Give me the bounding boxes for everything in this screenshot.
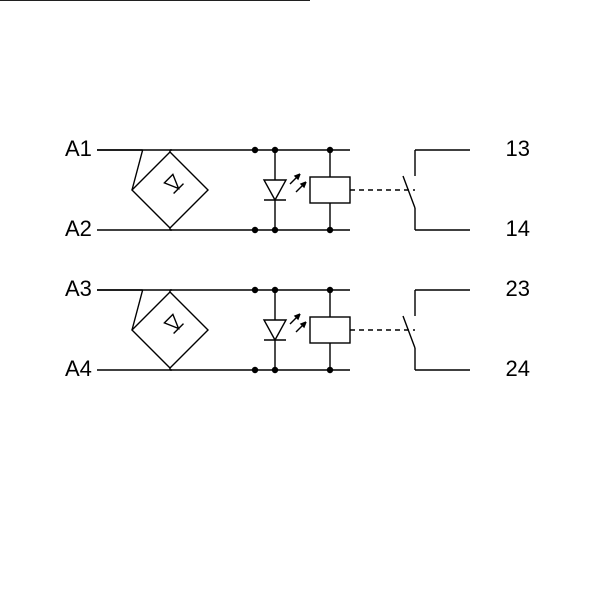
terminal-label: A2 — [65, 216, 92, 241]
diode-icon — [164, 314, 184, 334]
led-icon — [264, 180, 286, 200]
bridge-rectifier — [132, 152, 208, 228]
terminal-label: 23 — [506, 276, 530, 301]
terminal-label: A4 — [65, 356, 92, 381]
relay-schematic: A1 A2 13 14 A3 A4 23 24 — [0, 0, 600, 600]
terminal-label: A1 — [65, 136, 92, 161]
diode-icon — [164, 174, 184, 194]
terminal-label: 14 — [506, 216, 530, 241]
relay-coil — [310, 317, 350, 343]
bridge-rectifier — [132, 292, 208, 368]
relay-coil — [310, 177, 350, 203]
terminal-label: A3 — [65, 276, 92, 301]
terminal-label: 13 — [506, 136, 530, 161]
terminal-label: 24 — [506, 356, 530, 381]
led-icon — [264, 320, 286, 340]
